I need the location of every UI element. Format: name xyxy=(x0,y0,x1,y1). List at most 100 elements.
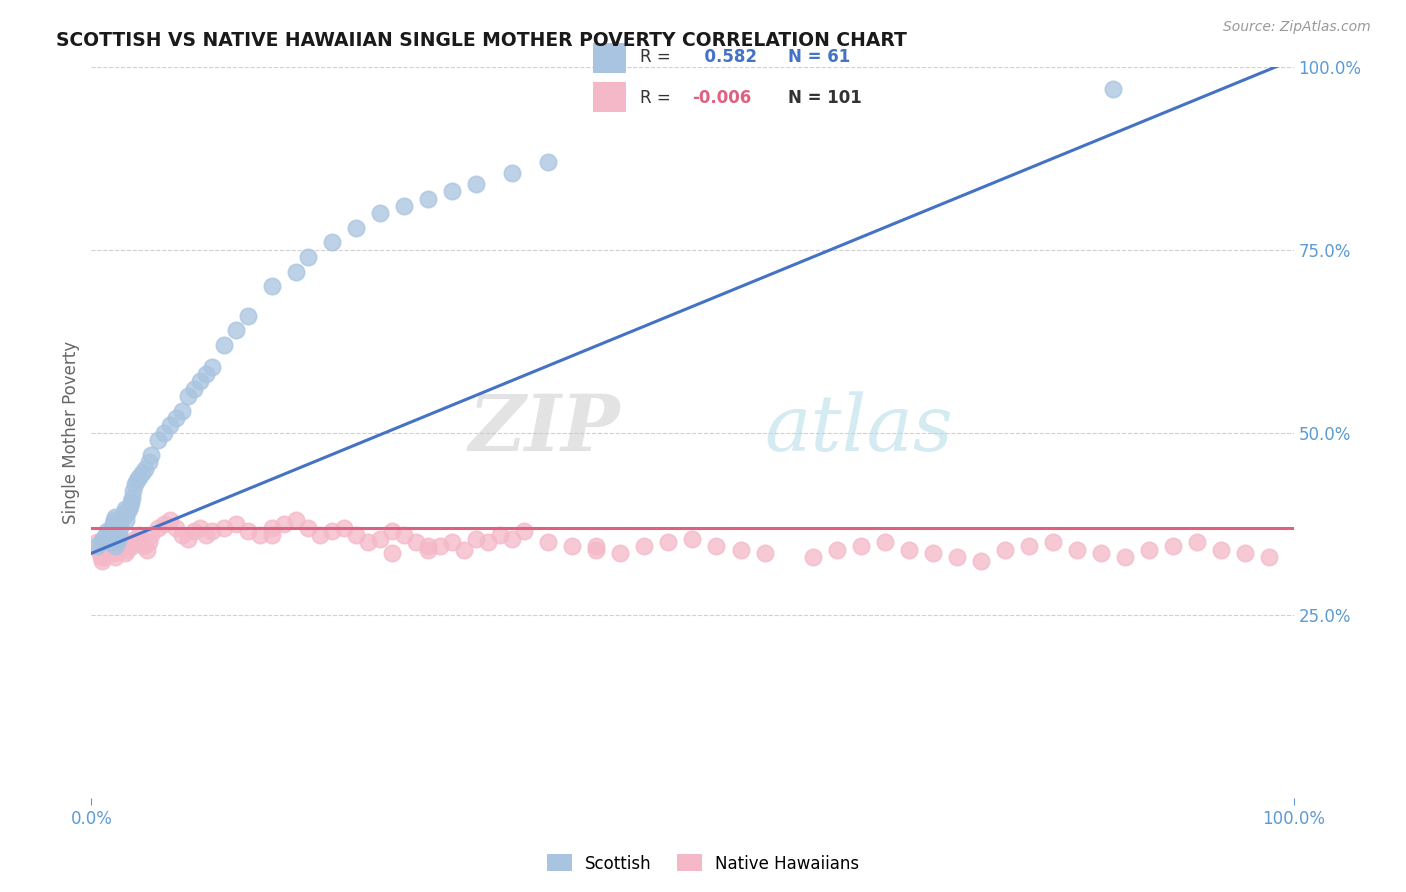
Point xyxy=(260,279,283,293)
Point xyxy=(1234,546,1257,560)
Point xyxy=(114,546,136,560)
Point xyxy=(922,546,945,560)
Point xyxy=(416,542,439,557)
Point xyxy=(392,199,415,213)
Point xyxy=(429,539,451,553)
Point xyxy=(1211,542,1233,557)
Point xyxy=(104,549,127,564)
Point xyxy=(108,528,131,542)
Text: SCOTTISH VS NATIVE HAWAIIAN SINGLE MOTHER POVERTY CORRELATION CHART: SCOTTISH VS NATIVE HAWAIIAN SINGLE MOTHE… xyxy=(56,31,907,50)
Point xyxy=(1066,542,1088,557)
Point xyxy=(416,539,439,553)
Point xyxy=(368,532,391,546)
Point xyxy=(121,491,143,506)
Point xyxy=(212,521,235,535)
Point xyxy=(103,546,125,560)
Point xyxy=(465,532,488,546)
Point xyxy=(657,535,679,549)
Text: R =: R = xyxy=(640,48,671,66)
Point xyxy=(453,542,475,557)
Point xyxy=(897,542,920,557)
Point xyxy=(585,542,607,557)
Point xyxy=(946,549,969,564)
Point xyxy=(501,166,523,180)
Point xyxy=(98,528,121,542)
Point xyxy=(89,546,111,560)
Point xyxy=(135,542,157,557)
Point xyxy=(94,539,117,553)
Point xyxy=(188,375,211,389)
Point xyxy=(1258,549,1281,564)
Point xyxy=(97,542,120,557)
Point xyxy=(120,495,142,509)
Point xyxy=(96,524,118,539)
Point xyxy=(801,549,824,564)
Point xyxy=(183,382,205,396)
Point xyxy=(87,542,110,557)
Point xyxy=(131,466,153,480)
Point xyxy=(1161,539,1184,553)
Text: Source: ZipAtlas.com: Source: ZipAtlas.com xyxy=(1223,20,1371,34)
Point xyxy=(110,521,132,535)
Point xyxy=(122,484,145,499)
Point xyxy=(260,528,283,542)
Point xyxy=(405,535,427,549)
Point xyxy=(633,539,655,553)
Point xyxy=(170,528,193,542)
Point xyxy=(100,528,122,542)
Point xyxy=(440,184,463,198)
Point xyxy=(114,502,136,516)
Point xyxy=(212,338,235,352)
Point xyxy=(381,524,404,539)
Point xyxy=(260,521,283,535)
Point xyxy=(392,528,415,542)
Point xyxy=(176,532,198,546)
Point xyxy=(134,539,156,553)
Point xyxy=(873,535,896,549)
Point xyxy=(754,546,776,560)
Point xyxy=(124,476,146,491)
Point xyxy=(236,524,259,539)
Point xyxy=(138,455,160,469)
Point xyxy=(86,539,108,553)
Point xyxy=(115,513,138,527)
Point xyxy=(159,418,181,433)
Point xyxy=(118,502,141,516)
Point xyxy=(225,517,247,532)
Point xyxy=(994,542,1017,557)
Point xyxy=(110,535,132,549)
Point xyxy=(225,323,247,337)
Point xyxy=(101,539,124,553)
Text: R =: R = xyxy=(640,88,671,106)
Point xyxy=(128,469,150,483)
Point xyxy=(146,433,169,447)
Point xyxy=(201,524,224,539)
Text: -0.006: -0.006 xyxy=(693,88,752,106)
Point xyxy=(194,367,217,381)
Text: N = 101: N = 101 xyxy=(789,88,862,106)
Point xyxy=(284,265,307,279)
Point xyxy=(146,521,169,535)
Point xyxy=(1090,546,1112,560)
Point xyxy=(117,542,139,557)
Point xyxy=(609,546,631,560)
Point xyxy=(357,535,380,549)
Point xyxy=(537,155,560,169)
Point xyxy=(730,542,752,557)
Point xyxy=(159,513,181,527)
Point xyxy=(141,448,163,462)
Point xyxy=(849,539,872,553)
Text: N = 61: N = 61 xyxy=(789,48,851,66)
Point xyxy=(561,539,583,553)
Point xyxy=(118,499,141,513)
Point xyxy=(152,425,174,440)
Point xyxy=(501,532,523,546)
Point xyxy=(537,535,560,549)
Point xyxy=(152,517,174,532)
Point xyxy=(124,532,146,546)
Point xyxy=(477,535,499,549)
Point xyxy=(825,542,848,557)
Point xyxy=(321,235,343,250)
Point xyxy=(297,521,319,535)
Point xyxy=(970,553,993,568)
